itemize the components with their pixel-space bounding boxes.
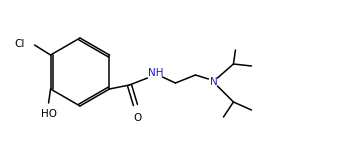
Text: NH: NH <box>148 68 163 78</box>
Text: N: N <box>209 77 217 87</box>
Text: Cl: Cl <box>14 39 25 49</box>
Text: O: O <box>133 113 142 123</box>
Text: HO: HO <box>41 109 57 119</box>
